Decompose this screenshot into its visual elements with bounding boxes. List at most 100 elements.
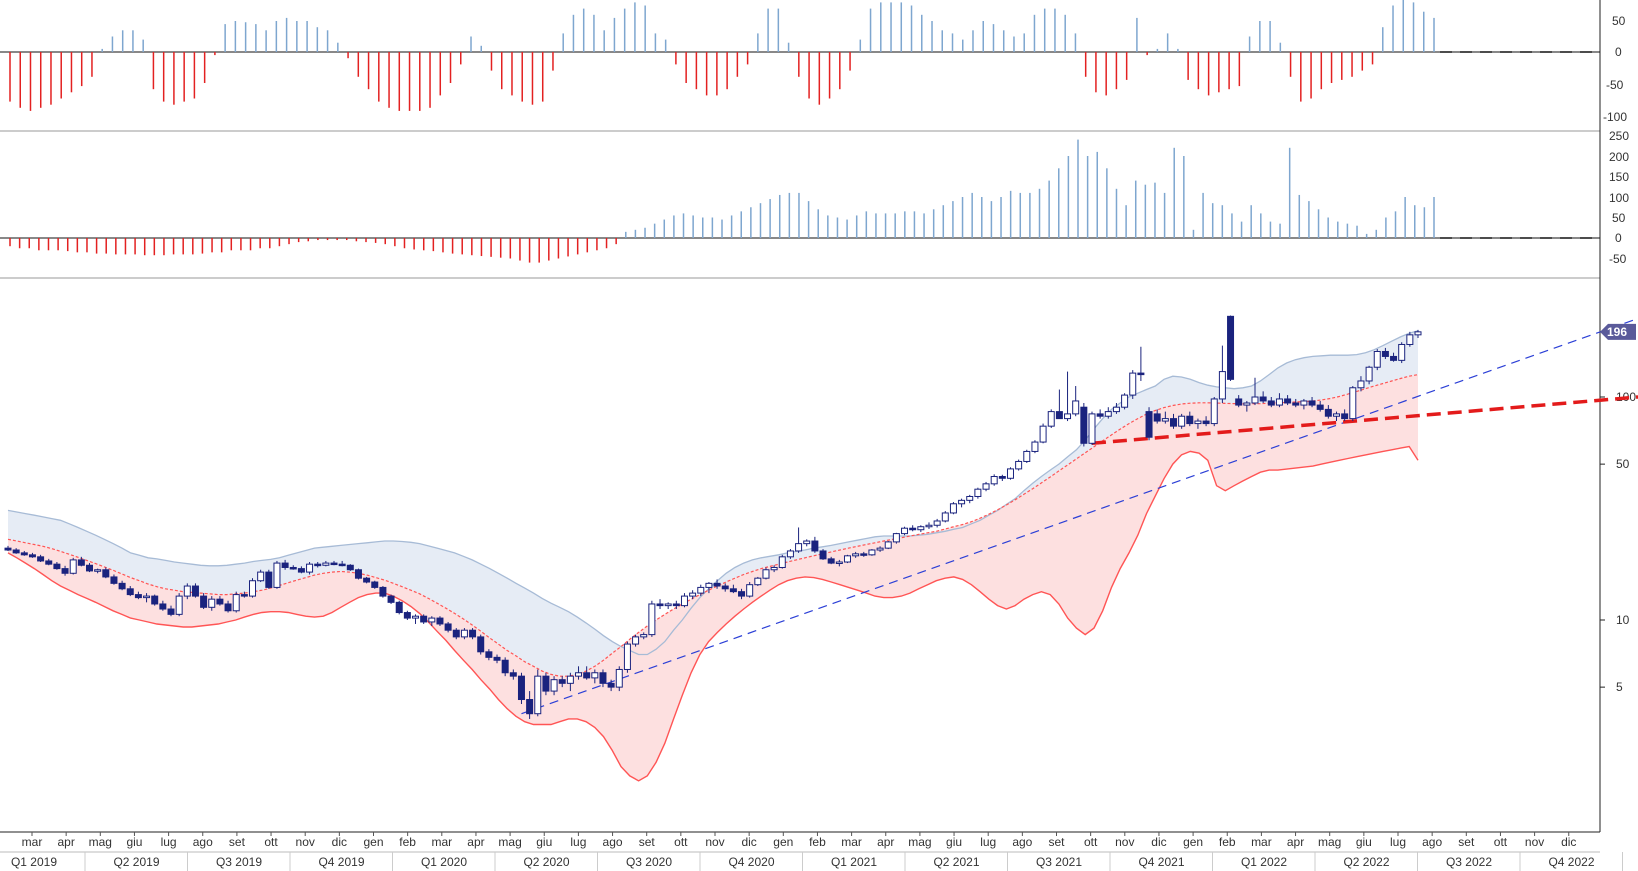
candle-body bbox=[1349, 387, 1357, 420]
candle-body bbox=[1055, 411, 1063, 420]
month-label: dic bbox=[1561, 835, 1576, 849]
candle-body bbox=[672, 603, 680, 607]
candle-body bbox=[1064, 413, 1072, 420]
candle-body bbox=[4, 547, 12, 551]
candle-body bbox=[558, 679, 566, 684]
candle-body bbox=[346, 564, 354, 571]
time-axis-labels: mar apr mag giu lug ago set ott nov dic gen feb mar a… bbox=[11, 832, 1623, 871]
osc1-tick-0: 0 bbox=[1615, 45, 1622, 59]
candle-body bbox=[607, 682, 615, 688]
month-label: lug bbox=[161, 835, 177, 849]
candle-body bbox=[998, 476, 1006, 479]
candle-body bbox=[1169, 418, 1177, 427]
trendline-blue bbox=[521, 317, 1638, 715]
candle-body bbox=[379, 586, 387, 597]
price-tick-label-5: 5 bbox=[1616, 680, 1623, 694]
month-label: ott bbox=[674, 835, 688, 849]
candle-body bbox=[191, 585, 199, 597]
candle-body bbox=[1284, 398, 1292, 404]
month-label: lug bbox=[1390, 835, 1406, 849]
quarter-label: Q2 2021 bbox=[933, 855, 979, 869]
candle-body bbox=[395, 601, 403, 614]
month-label: apr bbox=[57, 835, 74, 849]
candle-body bbox=[526, 699, 534, 715]
month-label: nov bbox=[705, 835, 724, 849]
candle-body bbox=[884, 541, 892, 549]
candle-body bbox=[477, 636, 485, 653]
candle-body bbox=[249, 580, 257, 597]
candle-body bbox=[61, 568, 69, 574]
quarter-label: Q1 2021 bbox=[831, 855, 877, 869]
month-label: lug bbox=[980, 835, 996, 849]
candle-body bbox=[501, 659, 509, 674]
month-label: ott bbox=[1084, 835, 1098, 849]
candle-body bbox=[273, 562, 281, 588]
month-label: set bbox=[1458, 835, 1475, 849]
trendlines bbox=[521, 317, 1638, 715]
candle-body bbox=[428, 617, 436, 623]
price-tick-label-50: 50 bbox=[1616, 457, 1630, 471]
candle-body bbox=[892, 533, 900, 543]
candle-body bbox=[534, 675, 542, 715]
candlesticks bbox=[4, 315, 1422, 719]
month-label: dic bbox=[741, 835, 756, 849]
quarter-label: Q3 2020 bbox=[626, 855, 672, 869]
candle-body bbox=[1300, 400, 1308, 406]
candle-body bbox=[1251, 396, 1259, 404]
candle-body bbox=[322, 562, 330, 566]
candle-body bbox=[1341, 413, 1349, 420]
candle-body bbox=[974, 488, 982, 497]
candle-body bbox=[656, 603, 664, 607]
candle-body bbox=[811, 540, 819, 552]
osc1-tick-50: 50 bbox=[1612, 14, 1626, 28]
candle-body bbox=[1104, 411, 1112, 417]
candle-body bbox=[452, 629, 460, 638]
candle-body bbox=[933, 520, 941, 526]
month-label: ago bbox=[193, 835, 213, 849]
candle-body bbox=[713, 582, 721, 587]
middle-band-line bbox=[7, 374, 1419, 677]
candle-body bbox=[363, 577, 371, 583]
month-label: giu bbox=[946, 835, 962, 849]
candle-body bbox=[1039, 425, 1047, 443]
candle-body bbox=[485, 651, 493, 658]
candle-body bbox=[289, 566, 297, 570]
quarter-label: Q1 2020 bbox=[421, 855, 467, 869]
candle-body bbox=[1015, 460, 1023, 470]
candle-body bbox=[1194, 420, 1202, 425]
month-label: mar bbox=[22, 835, 43, 849]
candle-body bbox=[306, 563, 314, 573]
month-label: feb bbox=[1219, 835, 1236, 849]
month-label: giu bbox=[126, 835, 142, 849]
candle-body bbox=[599, 672, 607, 684]
candle-body bbox=[265, 571, 273, 588]
candle-body bbox=[640, 634, 648, 638]
quarter-label: Q4 2019 bbox=[318, 855, 364, 869]
candle-body bbox=[843, 555, 851, 563]
candle-body bbox=[126, 588, 134, 596]
candle-body bbox=[909, 527, 917, 531]
candle-body bbox=[1365, 366, 1373, 382]
candle-body bbox=[1292, 402, 1300, 406]
month-label: mar bbox=[1251, 835, 1272, 849]
month-label: mag bbox=[908, 835, 931, 849]
candle-body bbox=[754, 577, 762, 586]
candle-body bbox=[281, 562, 289, 568]
candle-body bbox=[958, 499, 966, 505]
candle-body bbox=[403, 612, 411, 619]
month-label: apr bbox=[467, 835, 484, 849]
candle-body bbox=[224, 603, 232, 612]
candle-body bbox=[901, 527, 909, 535]
candle-body bbox=[762, 569, 770, 579]
osc2-axis: 250 200 150 100 50 0 -50 bbox=[1609, 129, 1629, 266]
month-label: set bbox=[229, 835, 246, 849]
candle-body bbox=[729, 588, 737, 593]
candle-body bbox=[615, 668, 623, 688]
month-label: gen bbox=[1183, 835, 1203, 849]
candle-body bbox=[20, 552, 28, 556]
candle-body bbox=[1406, 334, 1414, 345]
candle-body bbox=[118, 582, 126, 590]
month-label: dic bbox=[332, 835, 347, 849]
upper-band-line bbox=[7, 330, 1419, 656]
quarter-label: Q3 2019 bbox=[216, 855, 262, 869]
